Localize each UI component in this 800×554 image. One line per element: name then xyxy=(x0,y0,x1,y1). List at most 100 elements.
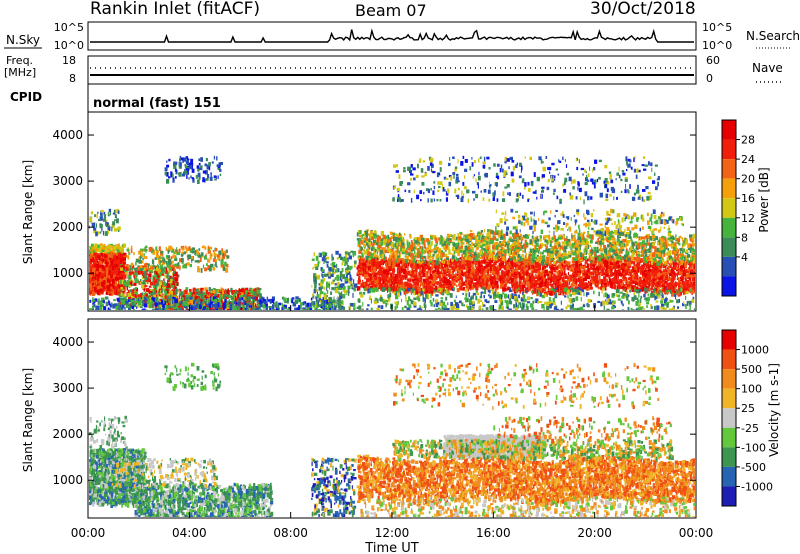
range-cell xyxy=(133,274,136,279)
range-cell xyxy=(207,303,209,307)
range-cell xyxy=(648,287,650,293)
range-cell xyxy=(335,287,338,292)
range-cell xyxy=(162,282,166,287)
range-cell xyxy=(186,174,188,179)
range-cell xyxy=(628,273,631,276)
range-cell xyxy=(133,252,135,256)
range-cell xyxy=(249,287,252,292)
range-cell xyxy=(97,300,99,305)
range-cell xyxy=(103,267,106,271)
range-cell xyxy=(234,291,239,294)
range-cell xyxy=(135,279,139,284)
range-cell xyxy=(143,270,147,276)
range-cell xyxy=(119,246,122,251)
range-cell xyxy=(122,304,125,309)
range-cell xyxy=(116,297,120,301)
range-cell xyxy=(222,253,224,257)
range-cell xyxy=(318,260,320,264)
range-cell xyxy=(158,259,161,264)
range-cell xyxy=(197,300,200,306)
range-cell xyxy=(89,251,92,254)
range-cell xyxy=(172,296,176,302)
range-cell xyxy=(92,306,94,309)
range-cell xyxy=(134,276,138,281)
range-cell xyxy=(325,303,328,308)
range-cell xyxy=(448,271,450,275)
range-cell xyxy=(339,276,342,281)
range-cell xyxy=(118,229,120,232)
range-cell xyxy=(180,301,183,305)
range-cell xyxy=(434,284,436,289)
range-cell xyxy=(166,257,169,260)
range-cell xyxy=(101,279,104,283)
range-cell xyxy=(108,261,112,265)
range-cell xyxy=(367,272,371,276)
range-cell xyxy=(164,286,167,291)
range-cell xyxy=(89,277,91,283)
range-cell xyxy=(265,305,268,310)
range-cell xyxy=(336,274,340,279)
range-cell xyxy=(533,284,536,287)
range-cell xyxy=(114,281,118,287)
range-cell xyxy=(168,266,173,270)
range-cell xyxy=(156,308,160,310)
range-cell xyxy=(568,281,570,285)
range-cell xyxy=(181,261,184,264)
range-cell xyxy=(194,253,197,256)
range-cell xyxy=(175,275,179,279)
range-cell xyxy=(210,263,214,268)
range-cell xyxy=(326,286,328,291)
range-cell xyxy=(141,260,144,264)
range-cell xyxy=(198,175,201,180)
range-cell xyxy=(91,256,94,260)
range-cell xyxy=(347,257,349,262)
range-cell xyxy=(287,300,289,304)
range-cell xyxy=(206,164,210,170)
range-cell xyxy=(521,265,525,269)
range-cell xyxy=(104,253,106,257)
range-cell xyxy=(675,266,679,270)
range-cell xyxy=(455,260,459,263)
range-cell xyxy=(475,263,477,268)
range-cell xyxy=(209,251,211,255)
range-cell xyxy=(207,259,211,263)
range-cell xyxy=(171,264,174,268)
range-cell xyxy=(172,179,175,183)
range-cell xyxy=(205,289,209,295)
range-cell xyxy=(207,174,210,179)
range-cell xyxy=(330,291,333,295)
range-cell xyxy=(121,273,125,278)
range-cell xyxy=(129,298,131,302)
range-cell xyxy=(607,259,609,264)
range-cell xyxy=(96,213,98,219)
range-cell xyxy=(680,285,683,288)
range-cell xyxy=(168,296,170,300)
range-cell xyxy=(145,309,148,310)
range-cell xyxy=(117,226,121,231)
range-cell xyxy=(151,297,154,300)
range-cell xyxy=(174,249,177,253)
range-cell xyxy=(430,266,434,270)
range-cell xyxy=(213,175,216,178)
range-cell xyxy=(165,246,167,251)
range-cell xyxy=(543,270,545,275)
range-cell xyxy=(196,291,200,295)
range-cell xyxy=(174,176,177,179)
range-cell xyxy=(144,268,148,272)
freq-tick-top: 18 xyxy=(62,54,76,67)
range-cell xyxy=(89,284,91,288)
range-cell xyxy=(347,271,351,275)
range-cell xyxy=(251,287,253,292)
range-cell xyxy=(252,291,256,296)
range-cell xyxy=(98,298,100,302)
range-cell xyxy=(273,308,276,310)
range-cell xyxy=(180,291,184,296)
range-cell xyxy=(127,296,131,300)
range-cell xyxy=(336,257,340,260)
range-cell xyxy=(198,291,201,295)
range-cell xyxy=(411,269,413,274)
range-cell xyxy=(112,285,116,288)
range-cell xyxy=(199,291,203,295)
range-cell xyxy=(396,262,400,267)
range-cell xyxy=(336,300,338,305)
